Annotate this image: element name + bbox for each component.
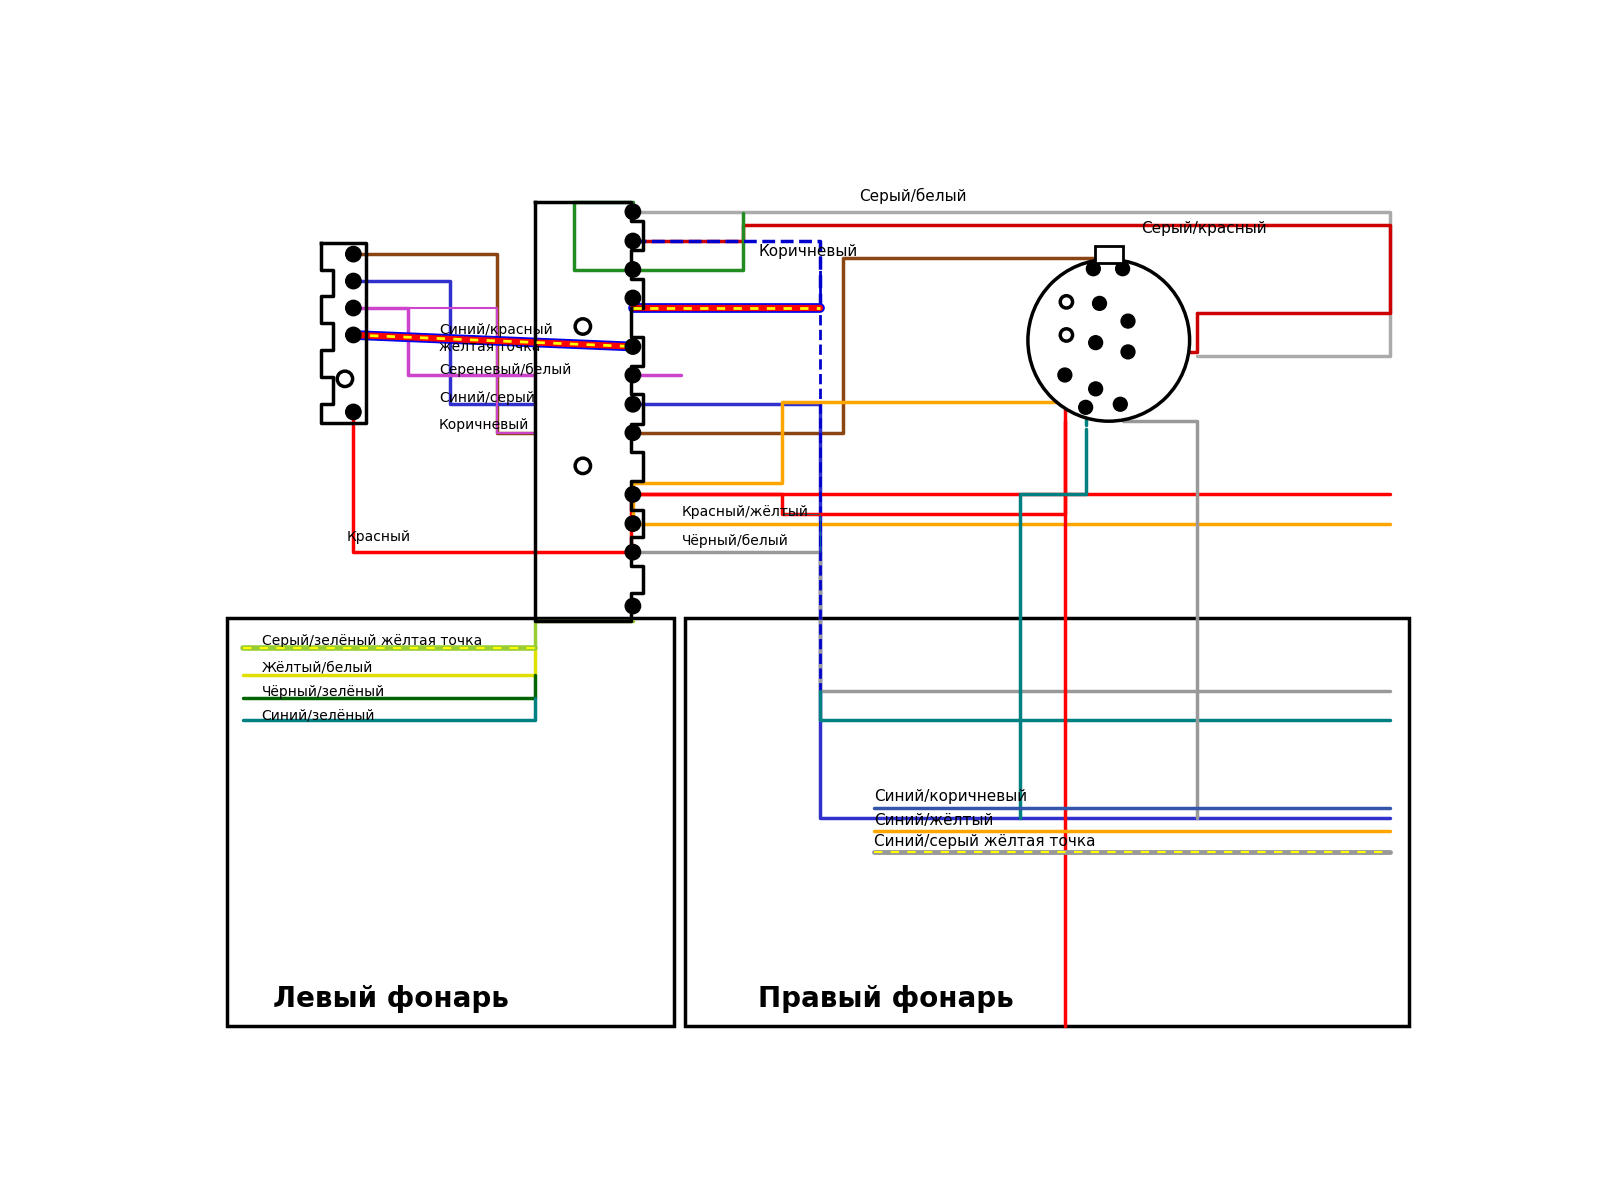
Circle shape [626,425,640,440]
Circle shape [626,396,640,412]
Circle shape [1122,344,1134,359]
Circle shape [626,338,640,354]
Circle shape [338,371,352,386]
Circle shape [346,274,362,289]
Bar [227,618,674,1026]
Text: Серый/красный: Серый/красный [1141,221,1267,236]
Text: Красный/жёлтый: Красный/жёлтый [682,505,808,520]
Circle shape [346,300,362,316]
Circle shape [1058,368,1072,382]
Circle shape [1086,262,1101,276]
Circle shape [1088,382,1102,396]
Circle shape [626,545,640,559]
Circle shape [626,290,640,306]
Circle shape [626,204,640,220]
Circle shape [574,458,590,474]
Circle shape [346,404,362,420]
Bar [685,618,1410,1026]
Bar [1094,246,1123,263]
Text: Синий/зелёный: Синий/зелёный [262,708,376,722]
Circle shape [346,246,362,262]
Circle shape [346,328,362,343]
Text: Синий/серый жёлтая точка: Синий/серый жёлтая точка [874,834,1096,850]
Circle shape [574,319,590,334]
Text: Жёлтый/белый: Жёлтый/белый [262,660,373,674]
Circle shape [1114,397,1128,412]
Circle shape [626,487,640,502]
Text: Левый фонарь: Левый фонарь [274,985,509,1013]
Circle shape [1093,296,1107,311]
Text: Коричневый: Коричневый [758,245,858,259]
Circle shape [1027,259,1189,421]
Text: Серый/белый: Серый/белый [859,188,966,204]
Text: Синий/жёлтый: Синий/жёлтый [874,812,994,828]
Text: Синий/красный
жёлтая точка: Синий/красный жёлтая точка [438,324,552,354]
Text: Синий/коричневый: Синий/коричневый [874,790,1027,804]
Text: Чёрный/белый: Чёрный/белый [682,534,789,547]
Circle shape [1122,314,1134,328]
Circle shape [626,516,640,532]
Text: Коричневый: Коричневый [438,418,530,432]
Text: Сереневый/белый: Сереневый/белый [438,362,571,377]
Circle shape [1088,336,1102,349]
Circle shape [1061,295,1072,308]
Circle shape [1061,329,1072,341]
Circle shape [626,599,640,613]
Circle shape [626,262,640,277]
Text: Правый фонарь: Правый фонарь [758,985,1014,1013]
Text: Синий/серый: Синий/серый [438,391,534,406]
Circle shape [1115,262,1130,276]
Circle shape [626,367,640,383]
Text: Чёрный/зелёный: Чёрный/зелёный [262,685,386,700]
Text: Серый/зелёный жёлтая точка: Серый/зелёный жёлтая точка [262,634,482,648]
Circle shape [1078,401,1093,414]
Text: Красный: Красный [347,529,411,544]
Circle shape [626,233,640,248]
